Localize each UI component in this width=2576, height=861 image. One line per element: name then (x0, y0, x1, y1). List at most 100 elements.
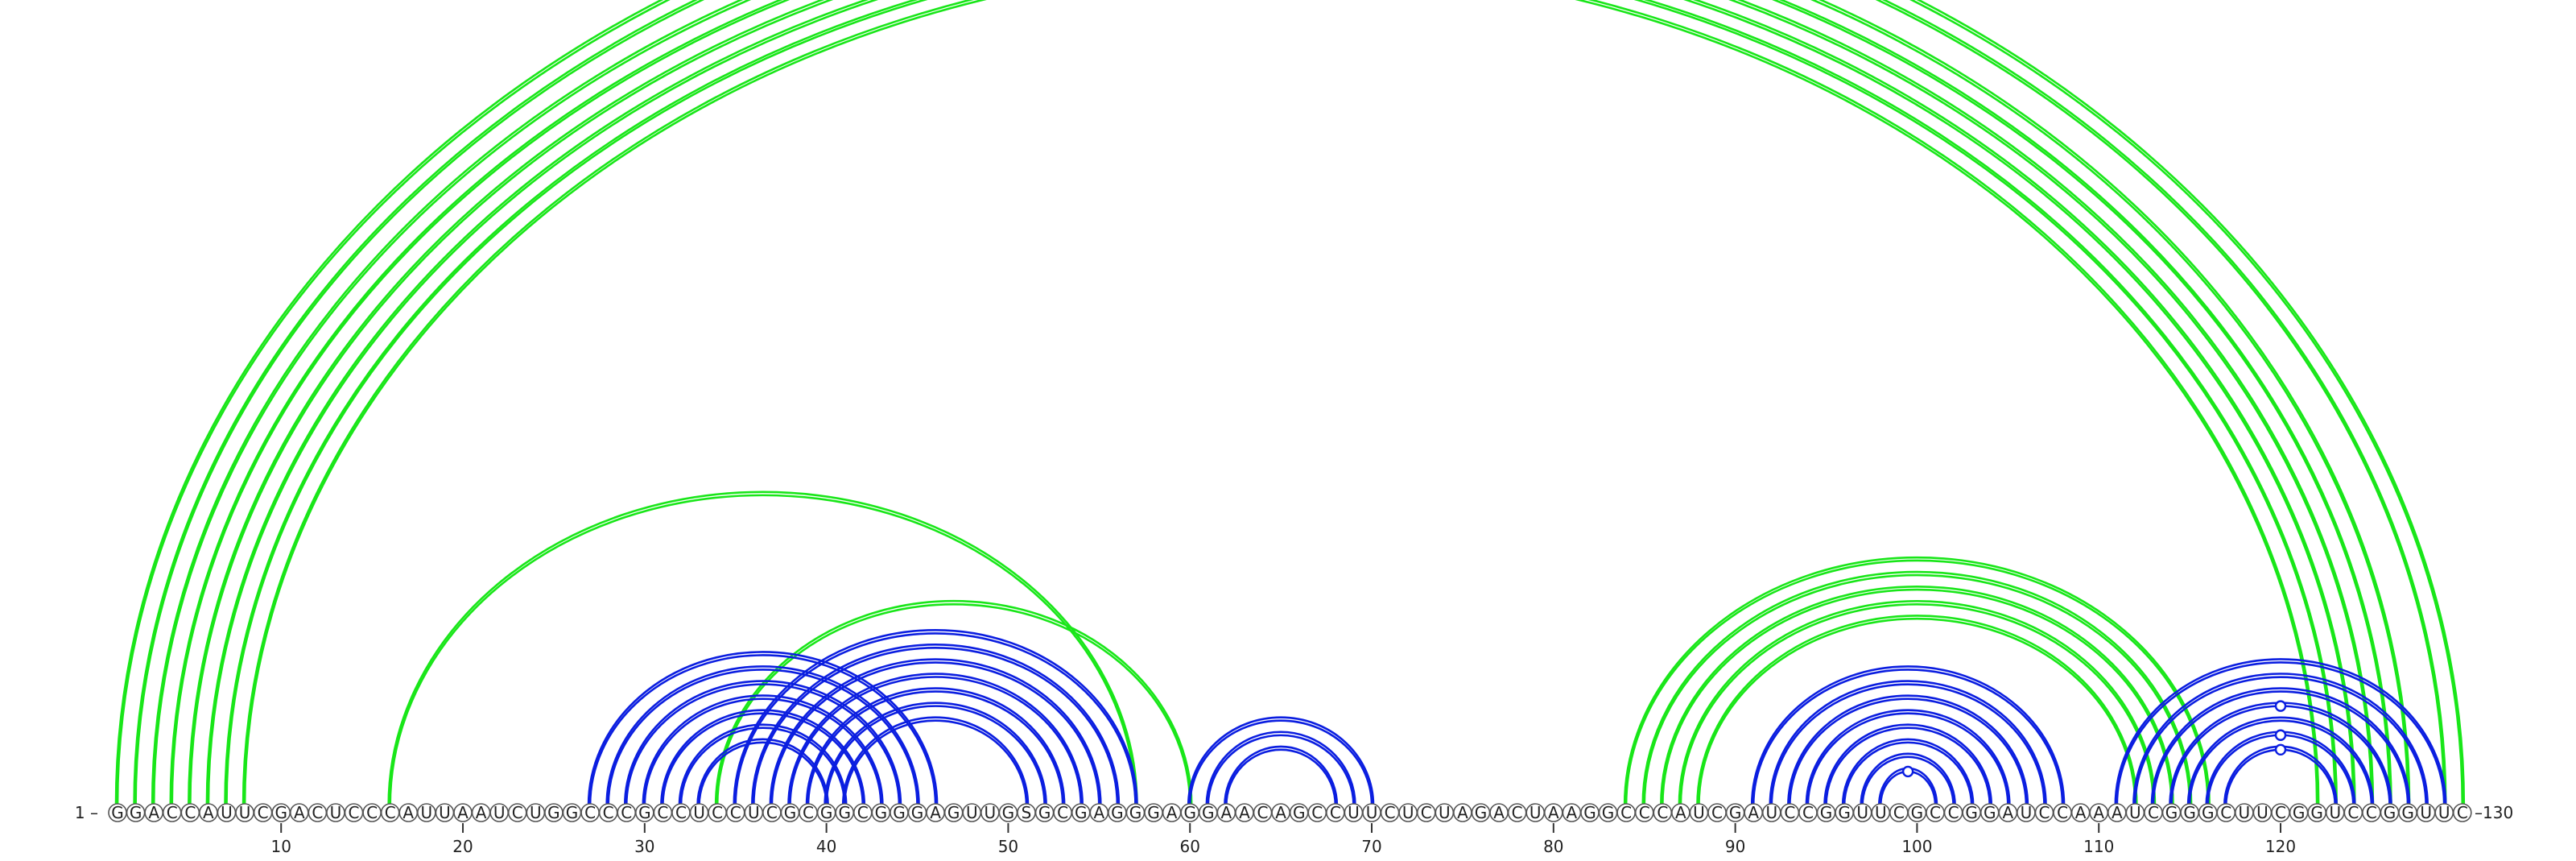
pair-arc (769, 658, 1102, 806)
pair-arc (1678, 599, 2157, 806)
nucleotide-letter: A (1457, 803, 1468, 822)
pair-arc (696, 738, 829, 806)
pair-arc (623, 680, 902, 806)
nucleotide: A (1744, 803, 1763, 822)
nucleotide: G (2307, 803, 2326, 822)
nucleotide-letter: G (1002, 803, 1015, 822)
pair-arc (1225, 748, 1337, 806)
nucleotide: C (308, 803, 328, 822)
pair-arc (1789, 697, 2028, 806)
nucleotide-letter: C (2148, 803, 2159, 822)
nucleotide-letter: C (1385, 803, 1396, 822)
pair-arc (171, 0, 2391, 806)
nucleotide: G (1144, 803, 1163, 822)
pair-arc (242, 0, 2320, 806)
nucleotide-letter: G (1147, 803, 1160, 822)
nucleotide: G (871, 803, 891, 822)
nucleotide: G (907, 803, 927, 822)
nucleotide-letter: C (1057, 803, 1068, 822)
pair-arc (116, 0, 2464, 806)
nucleotide-letter: C (603, 803, 614, 822)
nucleotide: G (1034, 803, 1055, 822)
nucleotide-letter: A (148, 803, 159, 822)
pair-arc (1860, 752, 1956, 806)
pair-arc (1698, 618, 2136, 806)
nucleotide: G (2161, 803, 2182, 822)
nucleotide-letter: C (1711, 803, 1723, 822)
nucleotide-letter: G (1820, 803, 1833, 822)
pair-arc (224, 0, 2339, 806)
nucleotide: U (689, 803, 709, 822)
pair-arc (1769, 680, 2047, 806)
nucleotide-letter: G (547, 803, 560, 822)
nucleotide: G (2180, 803, 2199, 822)
nucleotide: U (2416, 803, 2436, 822)
nucleotide: A (471, 803, 491, 822)
pair-arc (1207, 734, 1355, 806)
nucleotide: C (799, 803, 818, 822)
nucleotide-letter: G (2310, 803, 2323, 822)
position-tick-label: 60 (1179, 837, 1199, 856)
nucleotide: G (2380, 803, 2400, 822)
nucleotide-letter: C (730, 803, 741, 822)
nucleotide-letter: C (349, 803, 360, 822)
nucleotide: C (1653, 803, 1673, 822)
nucleotide: C (2053, 803, 2072, 822)
nucleotide: A (453, 803, 473, 822)
position-tick-label: 70 (1361, 837, 1381, 856)
nucleotide: A (926, 803, 945, 822)
nucleotide-letter: C (657, 803, 668, 822)
nucleotide: C (253, 803, 273, 822)
nucleotide-letter: C (1257, 803, 1269, 822)
nucleotide-letter: G (2165, 803, 2178, 822)
nucleotide-letter: G (893, 803, 906, 822)
nucleotide-letter: A (2093, 803, 2104, 822)
pair-arc (734, 631, 1137, 806)
nucleotide: C (1253, 803, 1273, 822)
nucleotide-letter: G (947, 803, 960, 822)
nucleotide-letter: C (1421, 803, 1432, 822)
pair-arc (1750, 665, 2066, 806)
nucleotide-letter: A (203, 803, 214, 822)
nucleotide-letter: C (1620, 803, 1632, 822)
nucleotide-letter: G (2384, 803, 2396, 822)
nucleotide: U (1362, 803, 1381, 822)
arcs-layer (114, 0, 2466, 806)
nucleotide-letter: G (1911, 803, 1924, 822)
nucleotide: U (2235, 803, 2254, 822)
nucleotide-letter: C (1948, 803, 1959, 822)
nucleotide-letter: A (1239, 803, 1250, 822)
pair-arc (787, 673, 1084, 806)
nucleotide-letter: C (2457, 803, 2468, 822)
sequence-start-label: 1 – (75, 803, 98, 822)
nucleotide-letter: G (2183, 803, 2196, 822)
pair-arc (607, 669, 919, 806)
arc-apex-marker (2274, 743, 2287, 756)
nucleotide-letter: C (2220, 803, 2231, 822)
arc-apex-marker (1901, 765, 1914, 778)
pair-arc (753, 647, 1119, 806)
nucleotide-letter: A (1093, 803, 1104, 822)
position-tick-label: 30 (634, 837, 654, 856)
nucleotide: C (2216, 803, 2236, 822)
nucleotide: U (217, 803, 237, 822)
pair-arc (152, 0, 2409, 806)
nucleotide-letter: G (1583, 803, 1596, 822)
nucleotide-letter: G (566, 803, 579, 822)
pair-arc (1660, 585, 2174, 806)
nucleotide-letter: C (1802, 803, 1814, 822)
nucleotide: U (744, 803, 764, 822)
nucleotide-letter: U (239, 803, 251, 822)
nucleotide: G (1725, 803, 1745, 822)
nucleotide: U (1852, 803, 1872, 822)
pair-arc (1662, 588, 2173, 806)
nucleotide: U (1344, 803, 1364, 822)
nucleotide-letter: A (1567, 803, 1578, 822)
pair-arc (2188, 719, 2373, 806)
pair-arc (133, 0, 2447, 806)
pair-arc (678, 723, 848, 806)
nucleotide: G (1816, 803, 1836, 822)
nucleotide-letter: U (493, 803, 506, 822)
